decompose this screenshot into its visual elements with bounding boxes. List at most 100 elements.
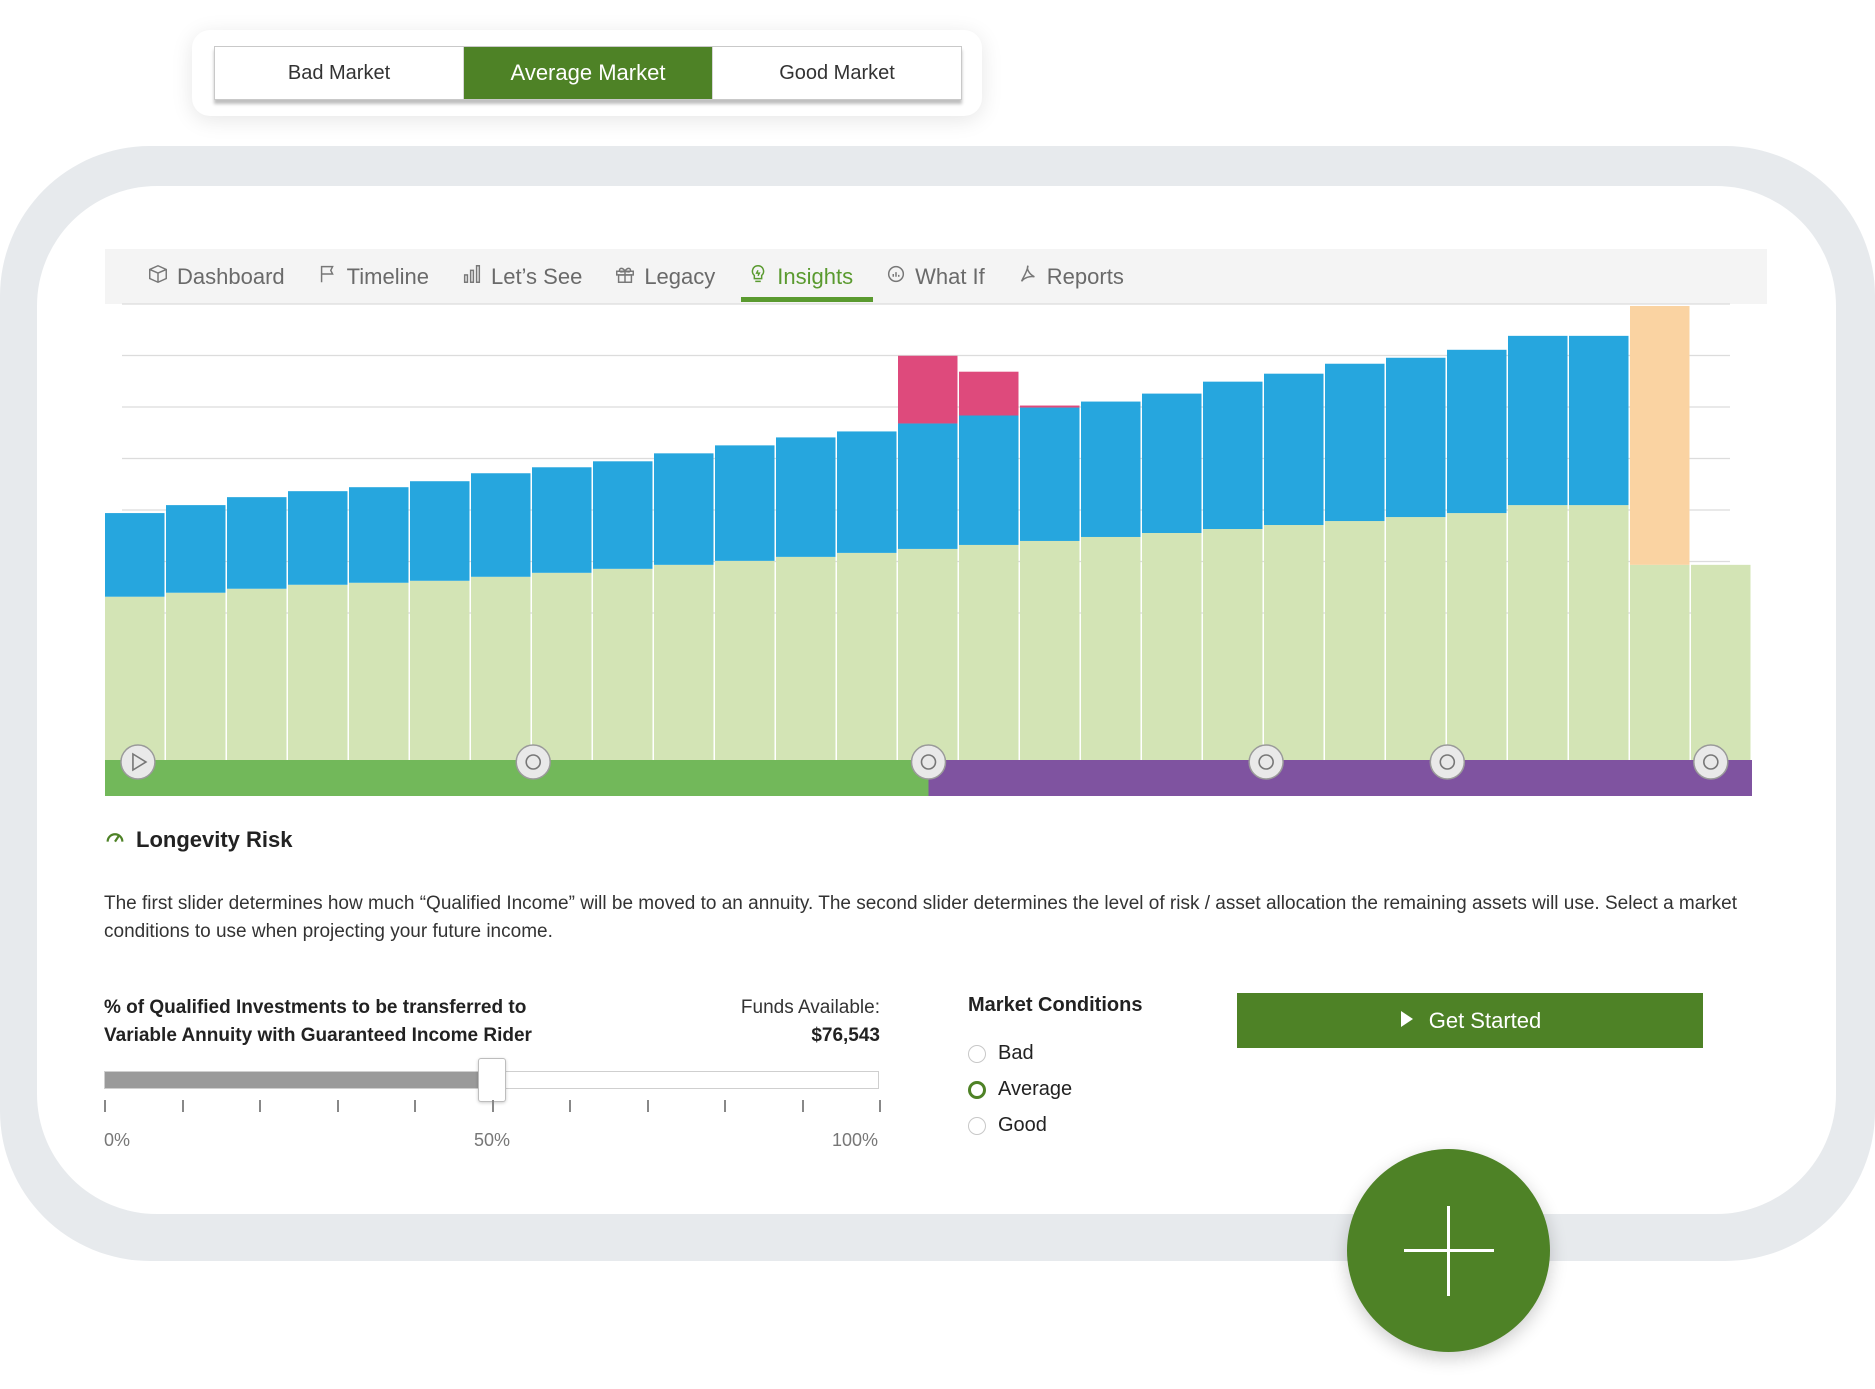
chart-bar-segment xyxy=(288,491,348,585)
slider-tick xyxy=(879,1100,881,1112)
chart-bar-segment xyxy=(1569,335,1629,506)
radio-average[interactable]: Average xyxy=(968,1078,1072,1101)
chart-bar-segment xyxy=(532,572,592,760)
description-text: The first slider determines how much “Qu… xyxy=(104,893,1737,942)
slider-min-label: 0% xyxy=(104,1130,131,1150)
radio-label: Bad xyxy=(998,1042,1034,1064)
chart-bar-segment xyxy=(166,592,226,760)
chart-bar-segment xyxy=(959,544,1019,760)
bar-chart-icon xyxy=(461,263,483,291)
chart-bar-segment xyxy=(1386,357,1446,518)
chart-bar-segment xyxy=(959,371,1019,416)
radio-button[interactable] xyxy=(968,1044,986,1063)
gift-icon xyxy=(614,263,636,291)
chart-bar-segment xyxy=(1325,363,1385,522)
market-bad-button[interactable]: Bad Market xyxy=(215,47,464,99)
chart-bar-segment xyxy=(1508,505,1568,760)
tab-timeline[interactable]: Timeline xyxy=(317,249,429,304)
chart-bar-segment xyxy=(410,580,470,760)
get-started-label: Get Started xyxy=(1428,1007,1542,1033)
chart-bar-segment xyxy=(1142,393,1202,533)
chart-bar-segment xyxy=(166,505,226,593)
projection-chart xyxy=(105,303,1752,796)
market-toggle: Bad Market Average Market Good Market xyxy=(214,46,962,100)
gauge-icon xyxy=(104,826,126,854)
market-toggle-card: Bad Market Average Market Good Market xyxy=(192,30,982,116)
radio-button[interactable] xyxy=(968,1080,986,1099)
slider-label: % of Qualified Investments to be transfe… xyxy=(104,997,532,1046)
radio-label: Good xyxy=(998,1114,1047,1136)
chart-bar-segment xyxy=(105,596,165,760)
chart-bar-segment xyxy=(288,584,348,760)
chart-bar-segment xyxy=(654,564,714,760)
flag-icon xyxy=(317,263,339,291)
slider-tick xyxy=(569,1100,571,1112)
play-glyph xyxy=(132,752,148,772)
chart-bar-segment xyxy=(1142,532,1202,760)
slider-fill xyxy=(105,1072,479,1088)
section-title: Longevity Risk xyxy=(136,827,293,852)
chart-bar-segment xyxy=(227,588,287,760)
funds-available: Funds Available: $76,543 xyxy=(640,994,880,1050)
slider-handle[interactable] xyxy=(477,1058,506,1102)
funds-value: $76,543 xyxy=(811,1025,880,1046)
get-started-button[interactable]: Get Started xyxy=(1237,993,1703,1048)
chart-bar-segment xyxy=(105,513,165,597)
target-icon xyxy=(1248,744,1284,780)
pdf-icon xyxy=(1017,263,1039,291)
market-good-button[interactable]: Good Market xyxy=(779,61,895,84)
chart-bar-segment xyxy=(532,467,592,573)
radio-button[interactable] xyxy=(968,1116,986,1135)
play-icon xyxy=(120,744,156,780)
chart-bar-segment xyxy=(227,497,287,589)
chart-bar-segment xyxy=(1081,536,1141,760)
tab-label: Let’s See xyxy=(490,263,583,289)
chart-bar-segment xyxy=(1264,373,1324,526)
market-average-button[interactable]: Average Market xyxy=(464,47,713,99)
add-button[interactable] xyxy=(1347,1149,1550,1352)
slider-tick xyxy=(104,1100,106,1112)
chart-bar-segment xyxy=(1203,529,1263,760)
chart-bar-segment xyxy=(1020,405,1080,408)
box-icon xyxy=(147,263,169,291)
slider-max-label: 100% xyxy=(832,1130,879,1150)
play-icon xyxy=(1399,1008,1415,1034)
chart-bar-segment xyxy=(1691,564,1751,760)
gauge-icon xyxy=(885,263,907,291)
radio-bad[interactable]: Bad xyxy=(968,1042,1034,1065)
chart-bar-segment xyxy=(1630,564,1690,760)
tab-insights[interactable]: Insights xyxy=(741,249,873,304)
slider-tick xyxy=(414,1100,416,1112)
tab-legacy[interactable]: Legacy xyxy=(614,249,715,304)
chart-bar-segment xyxy=(837,431,897,553)
chart-bar-segment xyxy=(471,473,531,577)
chart-bar-segment xyxy=(349,582,409,760)
tab-label: What If xyxy=(915,263,985,289)
slider-tick xyxy=(181,1100,184,1112)
chart-bar-segment xyxy=(1447,513,1507,760)
calendar-icon xyxy=(515,744,551,780)
chart-bar-segment xyxy=(715,445,775,561)
lightbulb-icon xyxy=(747,263,769,291)
slider-tick xyxy=(801,1100,804,1112)
chart-bar-segment xyxy=(898,423,958,549)
tab-lets-see[interactable]: Let’s See xyxy=(461,249,582,304)
tab-label: Dashboard xyxy=(177,263,285,289)
chart-bar-segment xyxy=(1569,505,1629,760)
slider-tick xyxy=(724,1100,726,1112)
chart-bar-segment xyxy=(1447,349,1507,514)
radio-label: Average xyxy=(998,1078,1073,1100)
chart-bar-segment xyxy=(654,453,714,565)
magnify-icon xyxy=(1429,744,1466,780)
chart-bar-segment xyxy=(1264,525,1324,760)
radio-good[interactable]: Good xyxy=(968,1114,1047,1137)
chart-bar-segment xyxy=(349,487,409,583)
tab-label: Insights xyxy=(777,263,854,289)
chart-bar-segment xyxy=(593,568,653,760)
tab-reports[interactable]: Reports xyxy=(1017,249,1124,304)
tab-what-if[interactable]: What If xyxy=(885,249,985,304)
chart-bar-segment xyxy=(593,461,653,569)
tab-dashboard[interactable]: Dashboard xyxy=(147,249,285,304)
tab-label: Reports xyxy=(1046,263,1124,289)
chart-bar-segment xyxy=(1630,305,1690,565)
